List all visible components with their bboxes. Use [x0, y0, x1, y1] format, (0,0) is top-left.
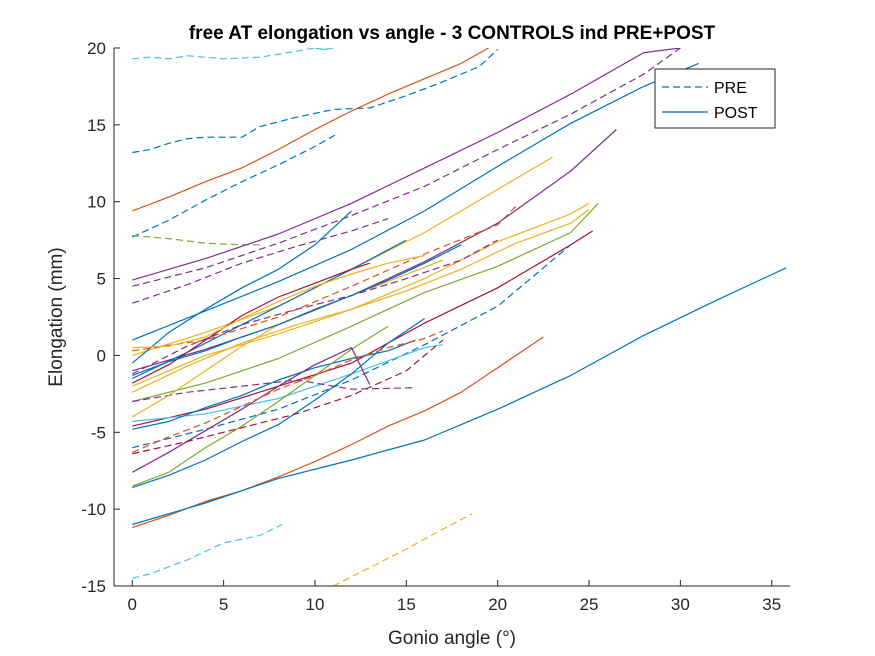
post-series-line-24: [132, 336, 544, 529]
legend-box: [654, 68, 776, 129]
post-series-line-25: [132, 267, 787, 526]
post-series-line-28: [132, 347, 371, 473]
pre-series-line-9: [132, 48, 681, 287]
x-tick-label: 25: [580, 595, 599, 614]
pre-series-line-30: [132, 339, 444, 455]
post-series-line-26: [132, 318, 425, 489]
post-series-line-14: [131, 210, 352, 364]
x-axis-label: Gonio angle (°): [388, 628, 516, 649]
x-ticks: 0 5 10 15 20 25 30 35: [128, 580, 781, 614]
y-tick-label: 20: [87, 39, 106, 58]
post-series-line-3: [314, 48, 334, 51]
post-series-line-15: [132, 239, 407, 380]
post-series-line-11: [132, 62, 699, 341]
pre-series-line-5: [132, 133, 338, 238]
series-layer: [131, 48, 787, 586]
y-tick-label: -15: [81, 577, 106, 596]
post-series-line-6: [132, 48, 489, 212]
x-tick-label: 35: [762, 595, 781, 614]
post-series-line-17: [132, 202, 599, 403]
chart-title: free AT elongation vs angle - 3 CONTROLS…: [189, 23, 716, 44]
plot-area: [114, 48, 790, 586]
post-series-line-16: [132, 202, 590, 387]
y-axis-label: Elongation (mm): [46, 247, 67, 386]
post-series-line-13: [132, 129, 617, 372]
post-series-line-35: [132, 244, 462, 376]
pre-series-line-0: [132, 523, 283, 579]
post-series-line-27: [132, 325, 389, 487]
x-tick-label: 5: [219, 595, 228, 614]
axes: [113, 48, 790, 587]
x-tick-label: 20: [488, 595, 507, 614]
post-series-line-34: [132, 254, 425, 349]
pre-series-line-4: [132, 49, 499, 154]
pre-series-line-33: [132, 239, 498, 375]
y-tick-label: 15: [87, 116, 106, 135]
post-series-line-32: [132, 262, 370, 384]
x-tick-label: 15: [397, 595, 416, 614]
y-tick-label: -5: [91, 423, 106, 442]
post-series-line-8: [132, 48, 681, 281]
pre-series-line-23: [132, 379, 416, 403]
y-tick-label: 5: [97, 270, 106, 289]
pre-series-line-1: [332, 513, 473, 586]
post-series-line-21: [132, 344, 443, 423]
pre-series-line-10: [132, 218, 389, 304]
pre-series-line-2: [132, 48, 316, 60]
x-tick-label: 30: [671, 595, 690, 614]
legend: PRE POST: [654, 68, 776, 129]
pre-series-line-18: [132, 205, 517, 352]
legend-post-label: POST: [714, 105, 758, 122]
legend-pre-label: PRE: [714, 80, 747, 97]
y-tick-label: 0: [97, 346, 106, 365]
x-tick-label: 0: [128, 595, 137, 614]
pre-series-line-29: [132, 330, 444, 453]
y-tick-label: 10: [87, 193, 106, 212]
y-ticks: -15 -10 -5 0 5 10 15 20: [81, 39, 120, 596]
y-tick-label: -10: [81, 500, 106, 519]
x-tick-label: 10: [306, 595, 325, 614]
post-series-line-36: [132, 208, 590, 393]
